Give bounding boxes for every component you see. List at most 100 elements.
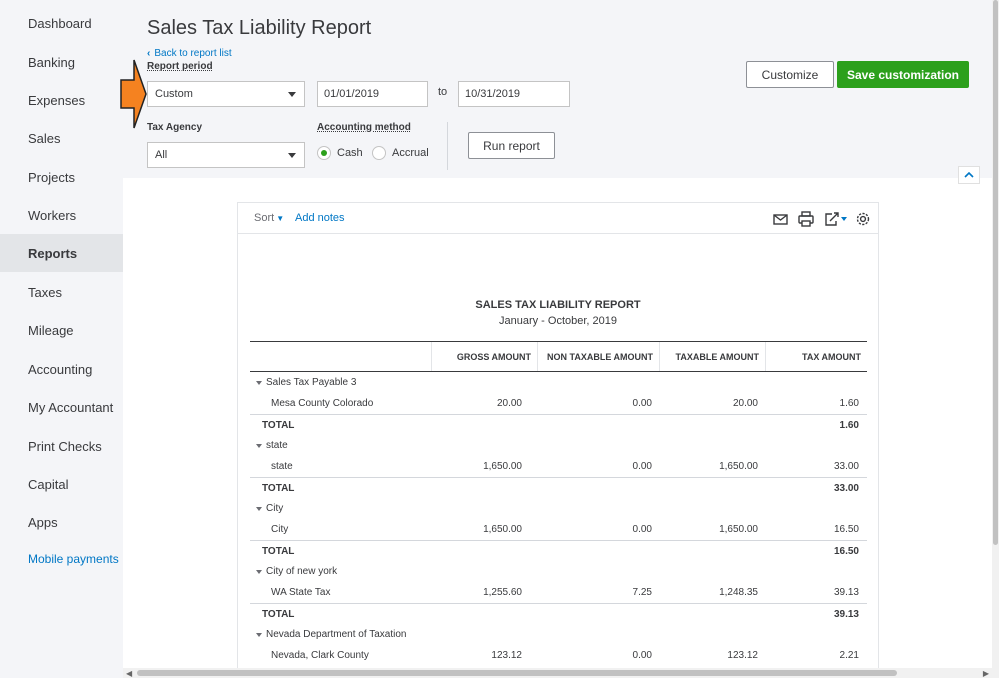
vertical-scrollbar[interactable] [992, 0, 999, 678]
total-label: TOTAL [262, 420, 295, 431]
sidebar-item-workers[interactable]: Workers [28, 207, 77, 223]
caret-down-icon: ▼ [276, 214, 285, 223]
amount-cell[interactable]: 1.60 [839, 398, 859, 409]
sidebar: Dashboard Banking Expenses Sales Project… [0, 0, 123, 678]
amount-cell[interactable]: 33.00 [833, 461, 859, 472]
report-period-select[interactable]: Custom [147, 81, 305, 107]
scrollbar-thumb[interactable] [137, 670, 897, 676]
group-row[interactable]: City [250, 498, 867, 519]
radio-accrual[interactable]: Accrual [372, 146, 429, 160]
total-row: TOTAL 16.50 [250, 540, 867, 561]
report-period-value: Custom [155, 88, 193, 100]
group-row[interactable]: Nevada Department of Taxation [250, 624, 867, 645]
group-row[interactable]: Sales Tax Payable 3 [250, 372, 867, 393]
add-notes-link[interactable]: Add notes [295, 212, 345, 224]
annotation-arrow-icon [120, 59, 147, 129]
sidebar-item-dashboard[interactable]: Dashboard [28, 15, 92, 31]
sidebar-item-print-checks[interactable]: Print Checks [28, 438, 102, 454]
date-from-input[interactable]: 01/01/2019 [317, 81, 428, 107]
scrollbar-thumb[interactable] [993, 0, 998, 545]
group-label-cell: Sales Tax Payable 3 [250, 372, 356, 393]
column-header[interactable]: NON TAXABLE AMOUNT [537, 342, 659, 371]
group-label-cell: City of new york [250, 561, 337, 582]
amount-cell[interactable]: 39.13 [833, 587, 859, 598]
sidebar-item-mileage[interactable]: Mileage [28, 322, 74, 338]
group-row[interactable]: City of new york [250, 561, 867, 582]
amount-cell[interactable]: 1,255.60 [483, 587, 522, 598]
total-tax-cell[interactable]: 1.60 [839, 420, 859, 431]
export-icon[interactable] [823, 210, 849, 228]
report-card: Sort ▼ Add notes SALES TAX LIABILITY REPO… [237, 202, 879, 672]
amount-cell[interactable]: 123.12 [727, 650, 758, 661]
run-report-button[interactable]: Run report [468, 132, 555, 159]
sidebar-item-mobile-payments[interactable]: Mobile payments [28, 552, 119, 566]
collapse-button[interactable] [958, 166, 980, 184]
total-row: TOTAL 33.00 [250, 477, 867, 498]
total-tax-cell[interactable]: 33.00 [833, 483, 859, 494]
customize-button[interactable]: Customize [746, 61, 834, 88]
row-label: Mesa County Colorado [271, 398, 374, 409]
group-label: state [266, 440, 288, 451]
amount-cell[interactable]: 123.12 [491, 650, 522, 661]
sidebar-item-capital[interactable]: Capital [28, 476, 69, 492]
amount-cell[interactable]: 0.00 [632, 524, 652, 535]
amount-cell[interactable]: 0.00 [632, 650, 652, 661]
radio-unchecked-icon[interactable] [372, 146, 386, 160]
collapse-triangle-icon[interactable] [256, 569, 262, 574]
amount-cell[interactable]: 1,248.35 [719, 587, 758, 598]
amount-cell[interactable]: 2.21 [839, 650, 859, 661]
amount-cell[interactable]: 16.50 [833, 524, 859, 535]
sidebar-item-my-accountant[interactable]: My Accountant [28, 399, 114, 415]
sidebar-item-expenses[interactable]: Expenses [28, 92, 86, 108]
amount-cell[interactable]: 0.00 [632, 461, 652, 472]
amount-cell[interactable]: 1,650.00 [719, 461, 758, 472]
amount-cell[interactable]: 7.25 [632, 587, 652, 598]
row-label: state [271, 461, 293, 472]
sort-dropdown[interactable]: Sort ▼ [254, 212, 284, 224]
amount-cell[interactable]: 20.00 [496, 398, 522, 409]
collapse-triangle-icon[interactable] [256, 632, 262, 637]
back-to-report-list-link[interactable]: ‹ Back to report list [147, 48, 232, 59]
email-icon[interactable] [772, 210, 790, 228]
group-row[interactable]: state [250, 435, 867, 456]
sidebar-item-banking[interactable]: Banking [28, 54, 75, 70]
collapse-triangle-icon[interactable] [256, 380, 262, 385]
settings-icon[interactable] [854, 210, 872, 228]
scroll-left-icon[interactable]: ◀ [126, 669, 133, 678]
sidebar-item-reports[interactable]: Reports [0, 234, 123, 272]
scroll-right-icon[interactable]: ▶ [982, 669, 989, 678]
collapse-triangle-icon[interactable] [256, 506, 262, 511]
total-tax-cell[interactable]: 16.50 [833, 546, 859, 557]
amount-cell[interactable]: 1,650.00 [483, 524, 522, 535]
report-title: SALES TAX LIABILITY REPORT [475, 299, 641, 311]
amount-cell[interactable]: 1,650.00 [719, 524, 758, 535]
amount-cell[interactable]: 1,650.00 [483, 461, 522, 472]
sidebar-item-sales[interactable]: Sales [28, 130, 61, 146]
radio-checked-icon[interactable] [317, 146, 331, 160]
sidebar-item-projects[interactable]: Projects [28, 169, 75, 185]
table-row: Nevada, Clark County 123.12 0.00 123.12 2.21 [250, 645, 867, 666]
horizontal-scrollbar[interactable]: ◀ ▶ [123, 668, 992, 678]
total-tax-cell[interactable]: 39.13 [833, 609, 859, 620]
column-header[interactable]: TAX AMOUNT [765, 342, 867, 371]
amount-cell[interactable]: 0.00 [632, 398, 652, 409]
tax-agency-select[interactable]: All [147, 142, 305, 168]
column-header[interactable]: TAXABLE AMOUNT [659, 342, 765, 371]
back-link-label: Back to report list [154, 48, 232, 59]
column-header[interactable]: GROSS AMOUNT [431, 342, 537, 371]
print-icon[interactable] [797, 210, 815, 228]
save-customization-button[interactable]: Save customization [837, 61, 969, 88]
sort-label: Sort [254, 212, 275, 224]
group-label: Nevada Department of Taxation [266, 629, 407, 640]
date-to-input[interactable]: 10/31/2019 [458, 81, 570, 107]
collapse-triangle-icon[interactable] [256, 443, 262, 448]
sidebar-item-taxes[interactable]: Taxes [28, 284, 62, 300]
group-label: City of new york [266, 566, 338, 577]
amount-cell[interactable]: 20.00 [732, 398, 758, 409]
group-label-cell: state [250, 435, 288, 456]
total-label: TOTAL [262, 483, 295, 494]
sidebar-item-accounting[interactable]: Accounting [28, 361, 93, 377]
sidebar-item-apps[interactable]: Apps [28, 514, 58, 530]
group-label-cell: Nevada Department of Taxation [250, 624, 406, 645]
radio-cash[interactable]: Cash [317, 146, 363, 160]
